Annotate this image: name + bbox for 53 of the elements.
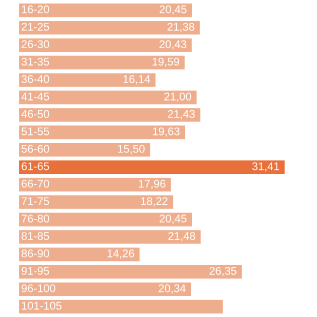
- data-label: 18,22: [141, 197, 168, 206]
- y-tick-label: 76-80: [22, 214, 50, 223]
- bar: [19, 300, 223, 314]
- y-tick-label: 16-20: [22, 5, 50, 14]
- bar: [19, 230, 201, 244]
- y-tick-label: 101-105: [22, 302, 62, 310]
- y-tick-label: 96-100: [22, 284, 56, 292]
- data-label: 20,43: [160, 40, 186, 50]
- y-tick-label: 56-60: [22, 144, 50, 153]
- data-label: 14,26: [108, 250, 134, 259]
- data-label: 16,14: [124, 75, 150, 84]
- data-label: 21,48: [168, 232, 196, 242]
- y-tick-label: 41-45: [21, 92, 50, 100]
- bar: [19, 212, 192, 226]
- bar: [19, 56, 185, 70]
- bar: [19, 126, 186, 140]
- bar: [19, 160, 285, 174]
- y-tick-label: 61-65: [22, 162, 50, 170]
- data-label: 15,50: [118, 144, 145, 154]
- bar: [19, 142, 150, 157]
- bar: [19, 90, 197, 104]
- y-tick-label: 71-75: [22, 197, 50, 206]
- data-label: 21,00: [164, 92, 192, 102]
- data-label: 26,35: [210, 266, 236, 276]
- bar: [19, 178, 171, 192]
- y-tick-label: 36-40: [22, 75, 50, 84]
- bar: [19, 282, 192, 296]
- data-label: 19,63: [153, 127, 180, 137]
- bar: [19, 4, 192, 18]
- y-tick-label: 51-55: [22, 128, 50, 136]
- bar: [19, 195, 174, 209]
- y-tick-label: 81-85: [22, 232, 50, 240]
- y-tick-label: 31-35: [22, 58, 50, 66]
- data-label: 20,45: [160, 5, 186, 15]
- bar: [19, 265, 242, 279]
- y-tick-label: 91-95: [22, 266, 50, 275]
- bar: [19, 38, 192, 52]
- y-tick-label: 66-70: [22, 180, 50, 188]
- data-label: 20,45: [160, 214, 186, 224]
- y-tick-label: 86-90: [22, 250, 50, 258]
- data-label: 17,96: [138, 180, 166, 189]
- bar: [19, 73, 156, 87]
- data-label: 21,43: [168, 110, 195, 120]
- y-tick-label: 26-30: [22, 40, 50, 48]
- bar: [19, 248, 140, 262]
- y-tick-label: 21-25: [22, 22, 50, 31]
- data-label: 19,59: [152, 58, 180, 67]
- data-label: 21,38: [168, 22, 194, 32]
- bar: [19, 20, 200, 35]
- bar: [19, 108, 200, 122]
- data-label: 31,41: [252, 162, 280, 172]
- y-tick-label: 46-50: [21, 110, 50, 118]
- data-label: 20,34: [158, 284, 186, 294]
